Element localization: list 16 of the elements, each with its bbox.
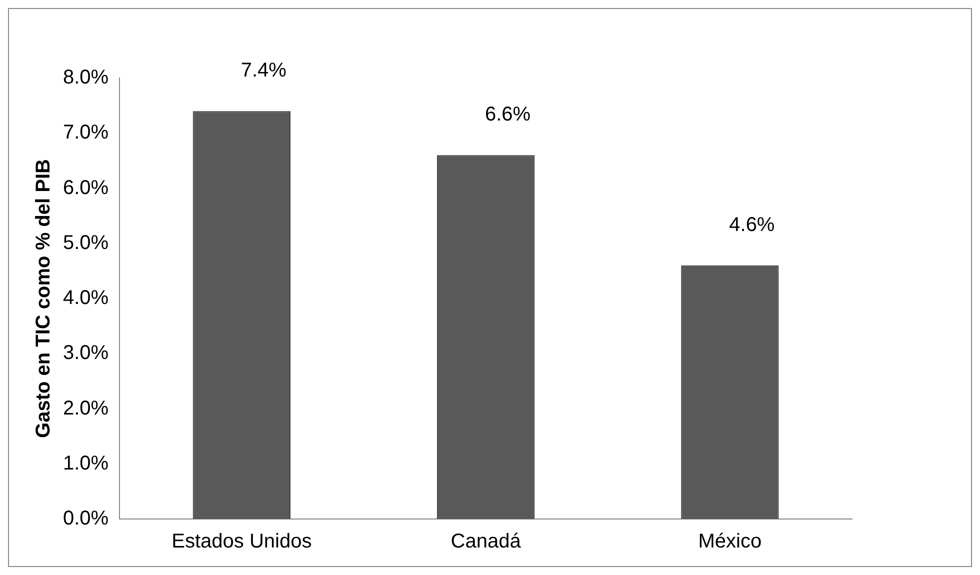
y-tick-label: 0.0%	[62, 508, 109, 530]
y-axis-title: Gasto en TIC como % del PIB	[32, 159, 55, 438]
y-tick-label: 5.0%	[62, 232, 109, 254]
data-label: 4.6%	[729, 214, 775, 236]
y-tick-label: 1.0%	[62, 452, 109, 474]
data-label: 7.4%	[240, 60, 287, 82]
x-tick-label: México	[698, 530, 762, 553]
y-tick-label: 7.0%	[62, 122, 109, 144]
y-tick-label: 6.0%	[62, 176, 109, 199]
y-tick-label: 2.0%	[62, 397, 109, 420]
x-tick-label: Canadá	[450, 530, 522, 553]
y-tick-label: 4.0%	[62, 287, 109, 310]
y-tick-label: 8.0%	[62, 66, 109, 89]
y-tick-label: 3.0%	[62, 342, 109, 364]
data-label: 6.6%	[484, 104, 531, 126]
x-tick-label: Estados Unidos	[172, 530, 312, 553]
